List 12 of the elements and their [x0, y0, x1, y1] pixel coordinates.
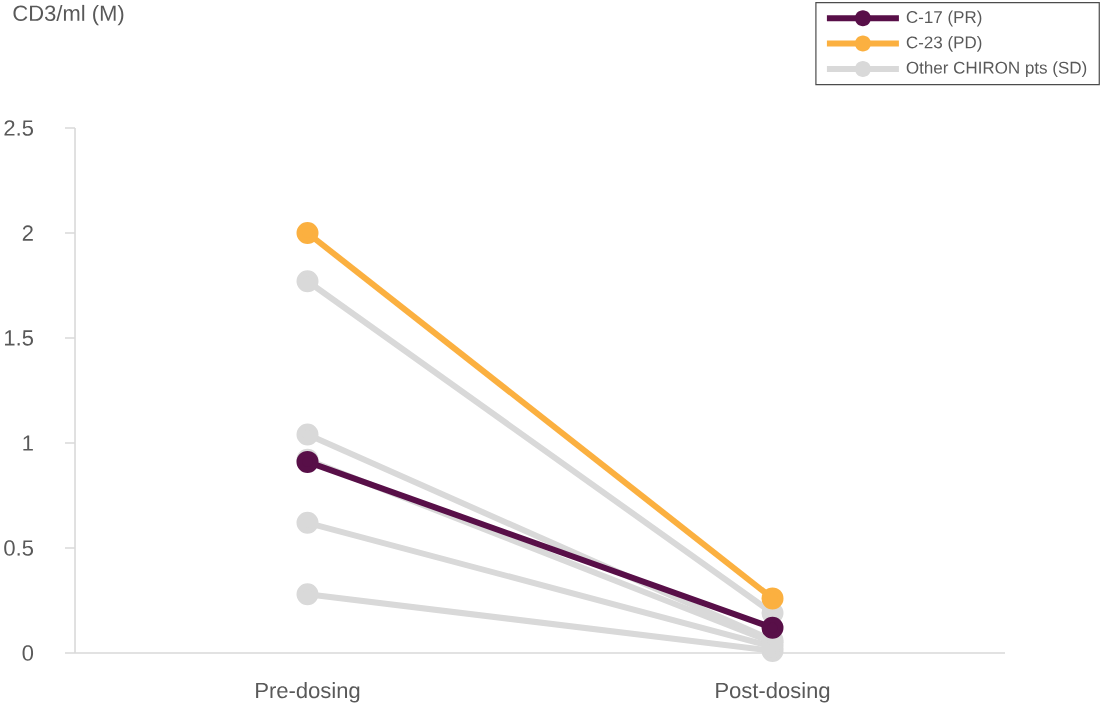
- x-tick-label: Post-dosing: [716, 682, 830, 703]
- legend-label: C-17 (PR): [906, 10, 982, 27]
- y-tick-label: 1.5: [5, 330, 33, 346]
- y-tick-label: 2: [22, 225, 33, 241]
- legend-label: Other CHIRON pts (SD): [906, 61, 1087, 78]
- y-axis-title: CD3/ml (M): [13, 4, 124, 26]
- x-tick-label: Pre-dosing: [256, 682, 360, 703]
- legend-label: C-23 (PD): [906, 35, 982, 52]
- y-tick-label: 2.5: [4, 120, 33, 136]
- y-tick-label: 1: [23, 435, 33, 451]
- y-tick-label: 0: [22, 645, 34, 661]
- y-tick-label: 0.5: [4, 540, 33, 556]
